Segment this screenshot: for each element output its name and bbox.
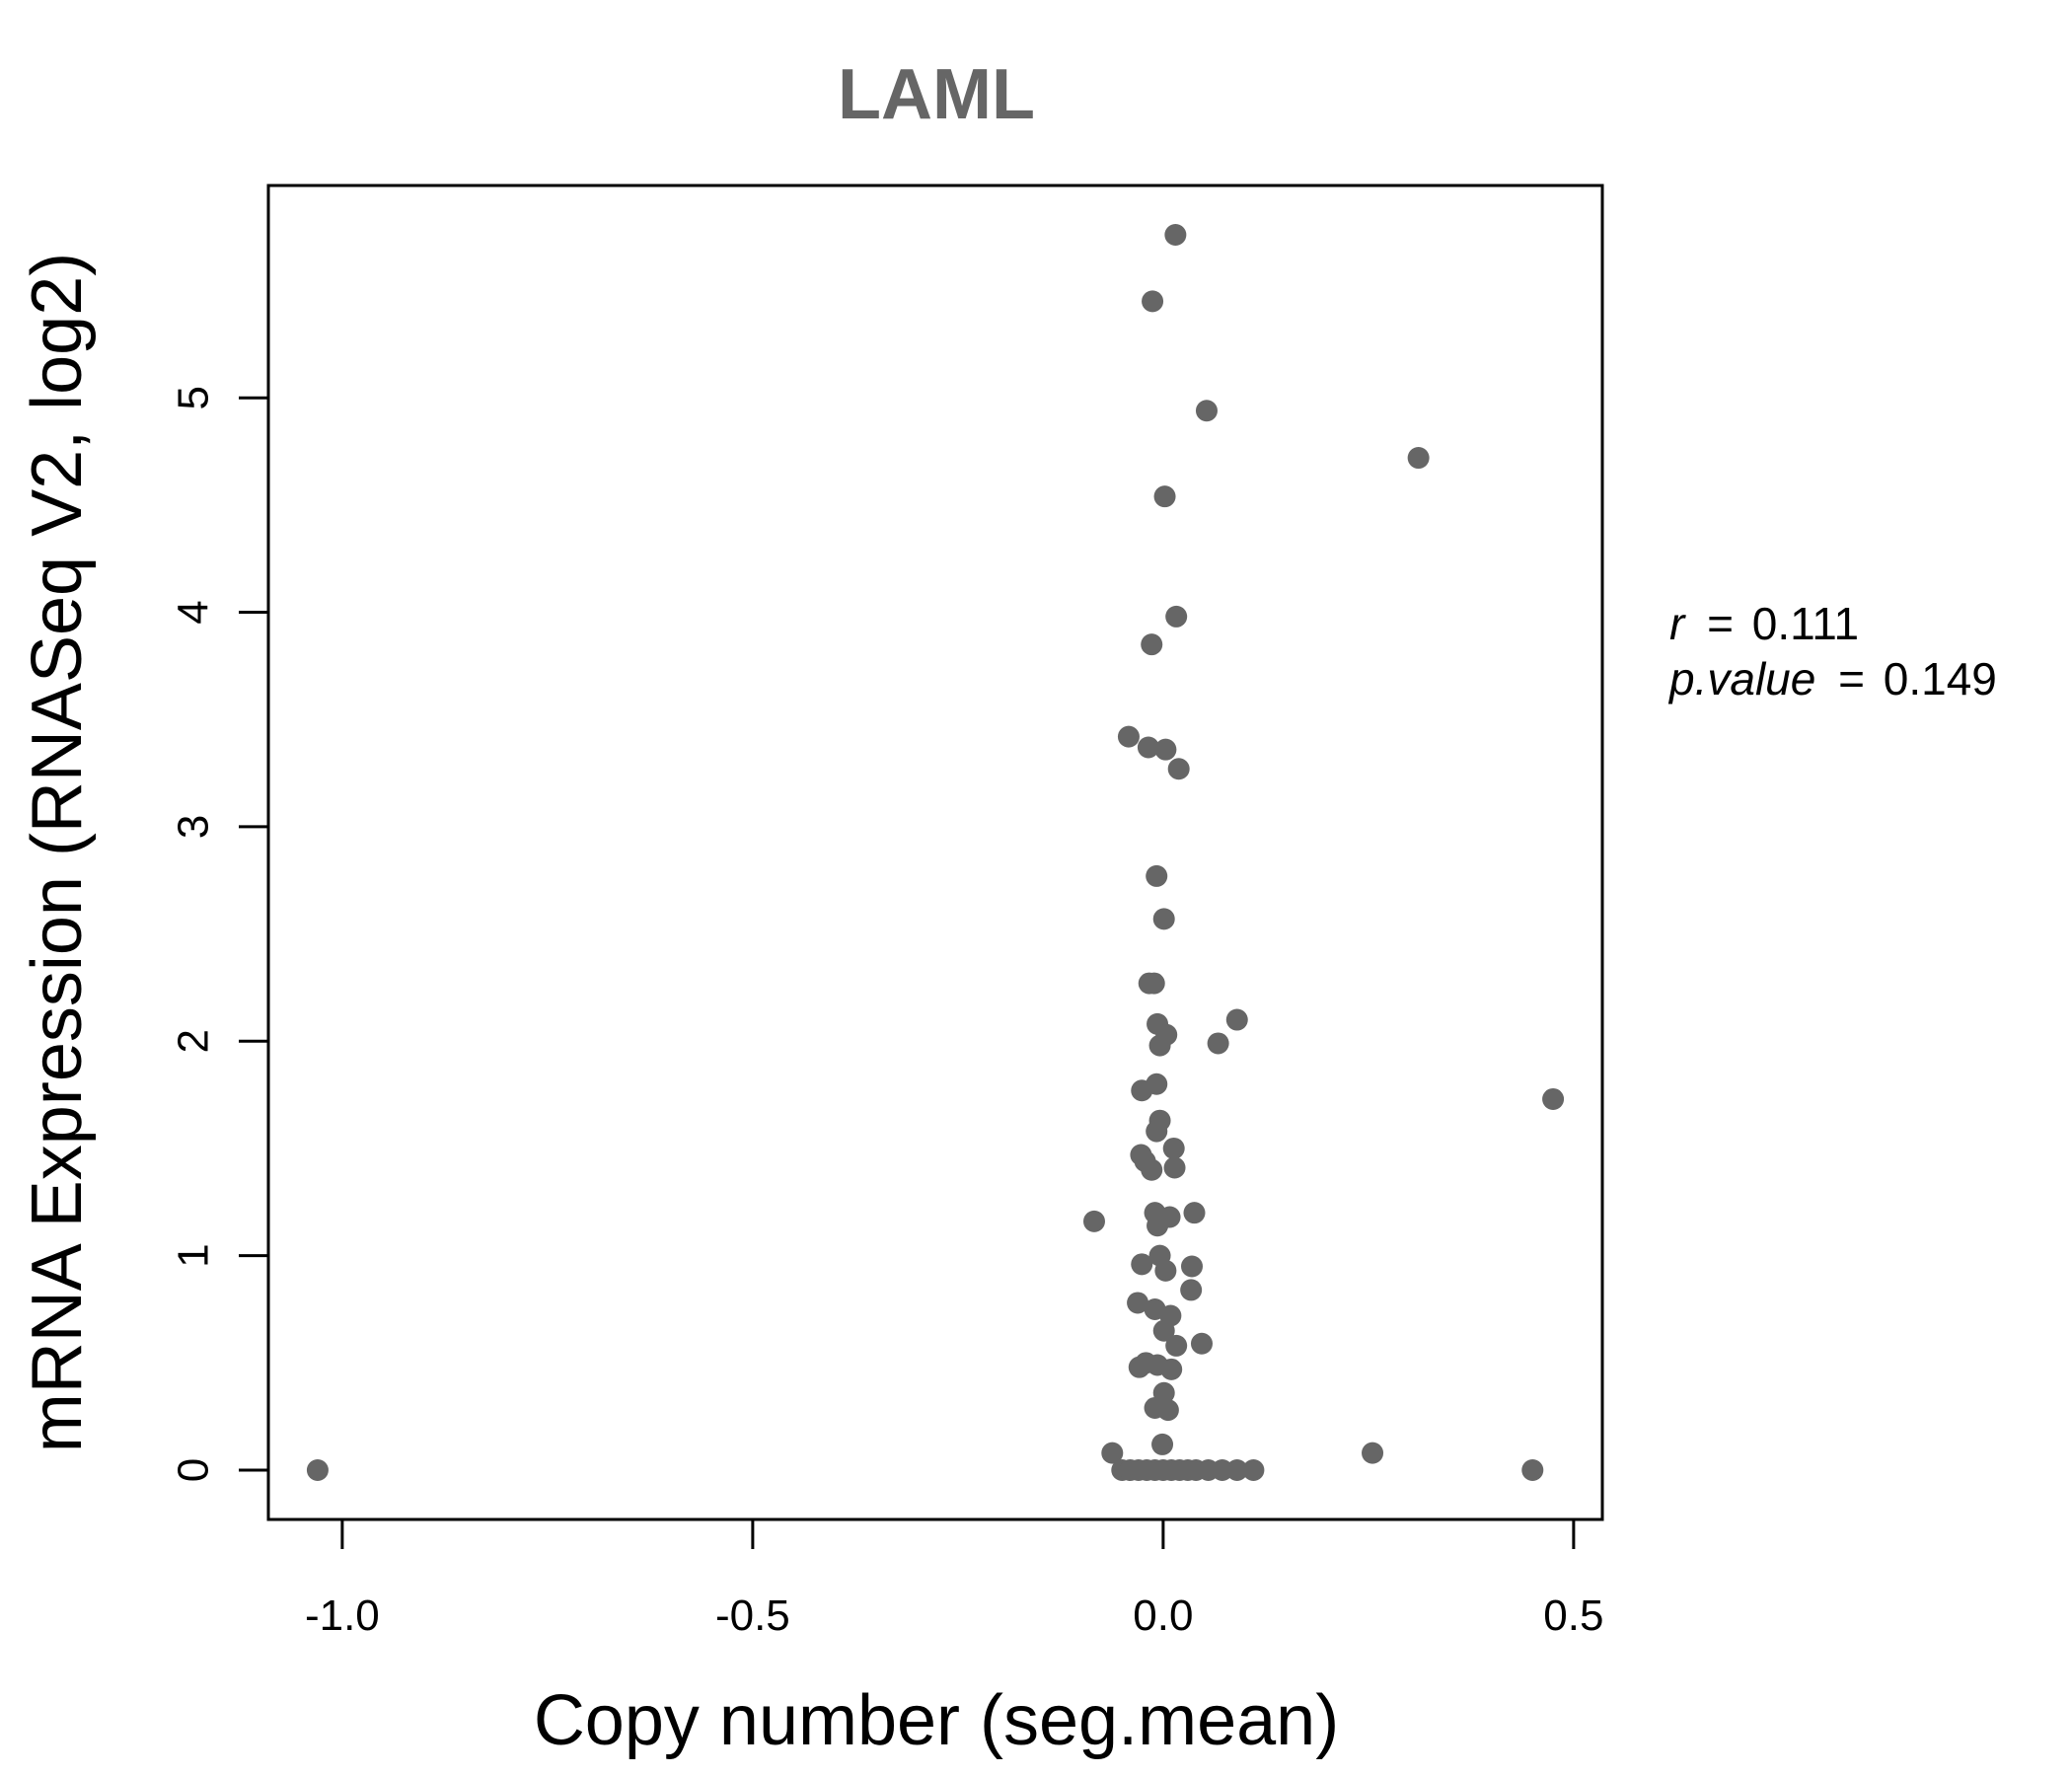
x-tick-label: 0.0 <box>1133 1591 1193 1640</box>
data-point <box>1127 1292 1149 1314</box>
data-point <box>1542 1087 1565 1110</box>
data-point <box>1142 290 1164 313</box>
data-point <box>1180 1279 1203 1301</box>
x-tick-label: -1.0 <box>305 1591 380 1640</box>
data-point <box>1117 725 1140 748</box>
data-point <box>1137 736 1159 759</box>
y-tick-label: 2 <box>170 1029 218 1053</box>
data-points <box>306 223 1565 1482</box>
data-point <box>1147 1215 1169 1237</box>
data-point <box>1152 908 1175 930</box>
data-point <box>1407 447 1430 470</box>
p-value-label: p.value <box>1667 653 1815 704</box>
correlation-r-stat: r = 0.111 <box>1669 598 1859 649</box>
data-point <box>1163 1156 1186 1179</box>
r-value: 0.111 <box>1752 598 1859 649</box>
y-tick-label: 5 <box>170 386 218 409</box>
data-point <box>1148 1034 1171 1057</box>
data-point <box>1162 1137 1185 1159</box>
data-point <box>1160 1358 1183 1380</box>
data-point <box>1156 1399 1179 1422</box>
data-point <box>1181 1255 1203 1278</box>
y-tick-label: 3 <box>170 815 218 839</box>
chart-title: LAML <box>838 55 1035 134</box>
data-point <box>1167 758 1190 780</box>
data-point <box>1183 1202 1206 1224</box>
data-point <box>1164 223 1187 246</box>
data-point <box>1141 633 1163 656</box>
data-point <box>1143 972 1165 995</box>
r-equals: = <box>1707 598 1734 649</box>
data-point <box>1146 1120 1168 1143</box>
data-point <box>1195 400 1218 422</box>
y-tick-label: 1 <box>170 1243 218 1267</box>
data-point <box>1225 1459 1248 1482</box>
x-tick-label: 0.5 <box>1543 1591 1603 1640</box>
p-value: 0.149 <box>1884 653 1997 704</box>
y-tick-label: 4 <box>170 600 218 624</box>
data-point <box>1154 738 1177 761</box>
data-point <box>1362 1442 1384 1464</box>
r-label: r <box>1669 598 1686 649</box>
x-tick-label: -0.5 <box>715 1591 790 1640</box>
data-point <box>1190 1332 1213 1355</box>
x-axis: -1.0 -0.5 0.0 0.5 <box>305 1517 1603 1640</box>
data-point <box>1141 1158 1163 1181</box>
data-point <box>1101 1442 1124 1464</box>
y-axis: 0 1 2 3 4 5 <box>170 386 270 1482</box>
x-axis-label: Copy number (seg.mean) <box>534 1681 1339 1760</box>
data-point <box>1207 1032 1229 1055</box>
data-point <box>1131 1079 1153 1102</box>
plot-frame <box>266 184 1604 1521</box>
data-point <box>1154 1259 1177 1282</box>
data-point <box>1152 1319 1175 1342</box>
y-tick-label: 0 <box>170 1458 218 1482</box>
data-point <box>1082 1210 1105 1232</box>
data-point <box>1165 605 1188 628</box>
data-point <box>1242 1459 1265 1482</box>
data-point <box>1151 1433 1174 1455</box>
data-point <box>1165 1334 1188 1357</box>
p-value-stat: p.value = 0.149 <box>1667 653 1997 704</box>
p-equals: = <box>1838 653 1865 704</box>
data-point <box>1153 485 1176 508</box>
data-point <box>1146 864 1168 887</box>
data-point <box>1521 1459 1544 1482</box>
y-axis-label: mRNA Expression (RNASeq V2, log2) <box>18 253 97 1452</box>
data-point <box>1131 1253 1153 1276</box>
data-point <box>1225 1008 1248 1031</box>
data-point <box>306 1459 329 1482</box>
data-point <box>1128 1356 1150 1378</box>
